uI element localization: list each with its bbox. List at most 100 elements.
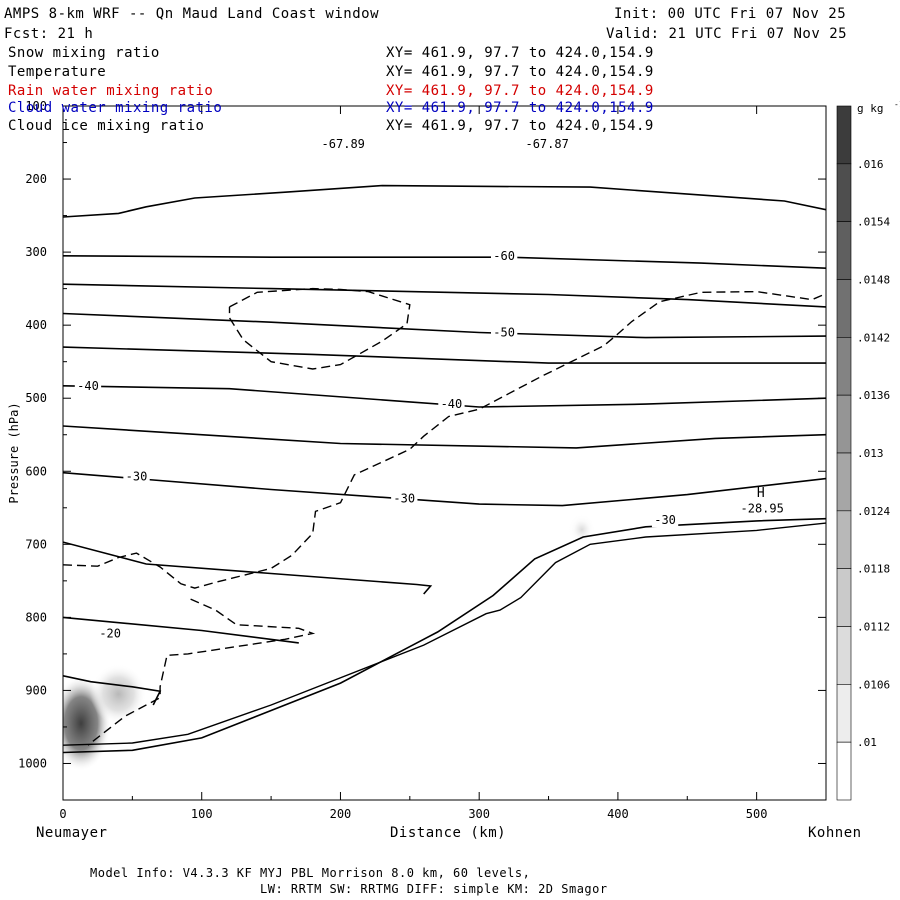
colorbar-label: .0136 xyxy=(857,389,890,402)
temperature-label: -67.89 xyxy=(322,137,365,151)
temperature-label-bg xyxy=(74,378,102,393)
temperature-isotherm xyxy=(63,184,826,218)
y-tick-label: 900 xyxy=(25,683,47,697)
temperature-label: -50 xyxy=(493,325,515,339)
temperature-isotherm xyxy=(63,312,826,339)
x-tick-label: 0 xyxy=(59,807,66,821)
y-tick-label: 1000 xyxy=(18,756,47,770)
colorbar-unit-exponent: -1 xyxy=(894,100,900,109)
x-tick-label: 500 xyxy=(746,807,768,821)
plot-frame xyxy=(62,105,827,801)
colorbar-swatch xyxy=(836,626,852,685)
y-axis-label: Pressure (hPa) xyxy=(7,402,21,503)
colorbar-swatch xyxy=(836,684,852,743)
field-label-rain: Rain water mixing ratio xyxy=(8,83,214,99)
temperature-label: -30 xyxy=(654,513,676,527)
y-tick-label: 300 xyxy=(25,245,47,259)
colorbar-label: .013 xyxy=(857,447,884,460)
colorbar-label: .0106 xyxy=(857,678,890,691)
colorbar-swatch xyxy=(836,452,852,512)
colorbar-label: .0124 xyxy=(857,505,890,518)
field-label-snow: Snow mixing ratio xyxy=(8,45,160,61)
temperature-isotherm xyxy=(63,616,299,644)
forecast-hour: Fcst: 21 h xyxy=(4,26,94,42)
snow-contour xyxy=(228,287,411,370)
y-tick-label: 600 xyxy=(25,464,47,478)
temperature-label-bg xyxy=(123,469,150,484)
colorbar-label: .0142 xyxy=(857,331,890,344)
temperature-label: -40 xyxy=(77,379,99,393)
x-tick-label: 100 xyxy=(191,807,213,821)
x-right-station-label: Kohnen xyxy=(808,825,862,841)
model-info: Model Info: V4.3.3 KF MYJ PBL Morrison 8… xyxy=(90,866,531,880)
y-tick-label: 200 xyxy=(25,172,47,186)
temperature-label: -60 xyxy=(493,249,515,263)
colorbar-swatch xyxy=(836,510,852,569)
temperature-label-bg xyxy=(490,325,518,340)
temperature-label: H xyxy=(757,486,765,501)
colorbar-label: .0148 xyxy=(857,274,890,287)
colorbar-swatch xyxy=(836,279,852,338)
cloud-ice-patch xyxy=(90,664,147,725)
temperature-isotherm xyxy=(63,471,826,507)
y-tick-label: 500 xyxy=(25,391,47,405)
colorbar-swatch xyxy=(836,337,852,396)
temperature-isotherm xyxy=(63,346,826,364)
model-info-physics: LW: RRTM SW: RRTMG DIFF: simple KM: 2D S… xyxy=(260,882,608,896)
terrain-inner-line xyxy=(63,522,826,746)
temperature-label-bg xyxy=(97,626,124,641)
temperature-isotherm xyxy=(63,255,826,269)
x-left-station-label: Neumayer xyxy=(36,825,108,841)
colorbar-label: .0118 xyxy=(857,563,890,576)
temperature-isotherm xyxy=(63,541,433,595)
temperature-label-bg xyxy=(438,397,465,412)
x-tick-label: 300 xyxy=(468,807,490,821)
temperature-label-bg xyxy=(522,136,572,151)
colorbar-swatch xyxy=(836,568,852,627)
temperature-isotherm xyxy=(63,425,826,449)
chart-title: AMPS 8-km WRF -- Qn Maud Land Coast wind… xyxy=(4,6,380,22)
field-xy-snow: XY= 461.9, 97.7 to 424.0,154.9 xyxy=(386,45,654,61)
temperature-label: -67.87 xyxy=(525,137,568,151)
temperature-label-bg xyxy=(651,513,679,528)
snow-contour xyxy=(87,598,316,746)
valid-time: Valid: 21 UTC Fri 07 Nov 25 xyxy=(606,26,848,42)
temperature-label-bg xyxy=(737,501,787,516)
temperature-label: -30 xyxy=(393,491,415,505)
temperature-label-bg xyxy=(490,248,518,263)
field-label-temperature: Temperature xyxy=(8,64,107,80)
snow-contour xyxy=(63,290,826,589)
field-label-cloud-ice: Cloud ice mixing ratio xyxy=(8,118,205,134)
colorbar-label: .0112 xyxy=(857,621,890,634)
colorbar-unit: g kg xyxy=(857,102,884,115)
temperature-isotherm xyxy=(63,675,162,706)
y-tick-label: 700 xyxy=(25,537,47,551)
y-tick-label: 400 xyxy=(25,318,47,332)
temperature-isotherm xyxy=(63,283,826,308)
colorbar-label: .01 xyxy=(857,736,877,749)
field-xy-cloud-ice: XY= 461.9, 97.7 to 424.0,154.9 xyxy=(386,118,654,134)
y-tick-label: 800 xyxy=(25,610,47,624)
colorbar-swatch xyxy=(836,394,852,454)
field-xy-rain: XY= 461.9, 97.7 to 424.0,154.9 xyxy=(386,83,654,99)
colorbar-swatch xyxy=(836,105,852,165)
temperature-label-bg xyxy=(318,136,368,151)
temperature-label-bg xyxy=(391,491,418,506)
field-xy-cloud-water: XY= 461.9, 97.7 to 424.0,154.9 xyxy=(386,100,654,116)
x-tick-label: 400 xyxy=(607,807,629,821)
x-tick-label: 200 xyxy=(330,807,352,821)
field-label-cloud-water: Cloud water mixing ratio xyxy=(8,100,223,116)
init-time: Init: 00 UTC Fri 07 Nov 25 xyxy=(614,6,847,22)
y-tick-label: 100 xyxy=(25,99,47,113)
colorbar-swatch xyxy=(836,741,852,801)
field-xy-temperature: XY= 461.9, 97.7 to 424.0,154.9 xyxy=(386,64,654,80)
temperature-label: -28.95 xyxy=(741,502,784,516)
temperature-label: -30 xyxy=(126,469,148,483)
temperature-label: -40 xyxy=(441,397,463,411)
colorbar-label: .016 xyxy=(857,158,884,171)
colorbar-swatch xyxy=(836,163,852,222)
colorbar-swatch xyxy=(836,221,852,280)
x-axis-label: Distance (km) xyxy=(390,825,507,841)
colorbar-label: .0154 xyxy=(857,216,890,229)
